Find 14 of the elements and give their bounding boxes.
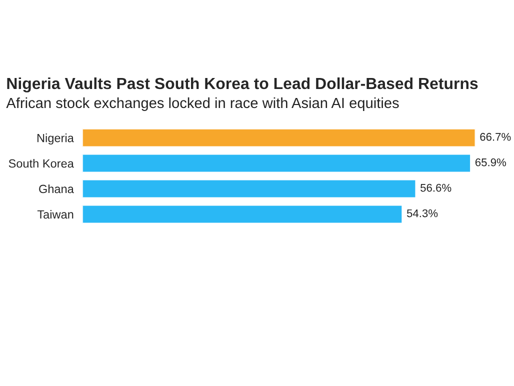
- bar: [82, 178, 417, 199]
- y-tick-label: Taiwan: [37, 210, 74, 219]
- data-label: 65.9%: [475, 158, 506, 166]
- bar: [82, 128, 476, 148]
- y-tick-label: Nigeria: [37, 134, 74, 145]
- bar: [82, 204, 404, 224]
- bar: [82, 153, 472, 174]
- y-tick-label: South Korea: [8, 159, 74, 168]
- data-label: 56.6%: [420, 184, 452, 192]
- data-label: 66.7%: [480, 132, 511, 141]
- y-tick-label: Ghana: [39, 184, 74, 194]
- chart-subtitle: African stock exchanges locked in race with Asian AI equities: [6, 97, 399, 112]
- data-label: 54.3%: [406, 209, 438, 218]
- chart-title: Nigeria Vaults Past South Korea to Lead Dollar-Based Returns: [7, 77, 478, 92]
